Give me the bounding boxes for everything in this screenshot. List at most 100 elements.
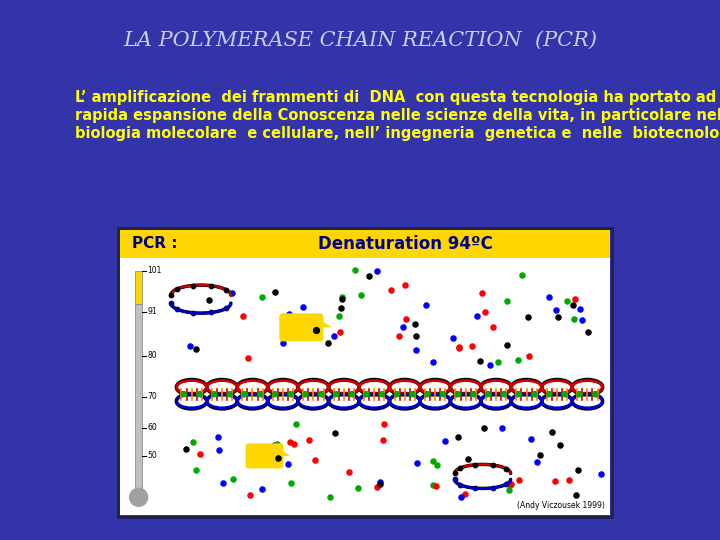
Point bbox=[449, 475, 460, 484]
Point bbox=[206, 308, 217, 317]
Point bbox=[282, 460, 293, 469]
Point bbox=[427, 358, 438, 367]
Point bbox=[397, 322, 409, 331]
Point bbox=[466, 342, 477, 350]
Point bbox=[454, 481, 466, 489]
Point bbox=[165, 299, 176, 307]
Point bbox=[501, 296, 513, 305]
Point bbox=[271, 454, 283, 462]
Point bbox=[374, 478, 386, 487]
Point bbox=[496, 424, 508, 433]
Point bbox=[186, 281, 198, 290]
Point bbox=[371, 267, 382, 275]
Circle shape bbox=[456, 392, 461, 397]
Text: rapida espansione della Conoscenza nelle scienze della vita, in particolare nell: rapida espansione della Conoscenza nelle… bbox=[75, 108, 720, 123]
Text: biologia molecolare  e cellulare, nell’ ingegneria  genetica e  nelle  biotecnol: biologia molecolare e cellulare, nell’ i… bbox=[75, 126, 720, 141]
Point bbox=[552, 312, 563, 321]
Point bbox=[487, 483, 498, 492]
Point bbox=[563, 476, 575, 484]
Bar bbox=[120, 230, 610, 258]
Point bbox=[459, 489, 471, 498]
Point bbox=[400, 314, 411, 323]
Bar bbox=[135, 303, 142, 489]
Point bbox=[410, 332, 422, 340]
Point bbox=[336, 293, 348, 302]
Point bbox=[570, 295, 581, 303]
Point bbox=[277, 339, 289, 348]
Point bbox=[245, 491, 256, 500]
Point bbox=[400, 280, 411, 289]
Point bbox=[171, 285, 183, 293]
Text: 70: 70 bbox=[147, 392, 157, 401]
Point bbox=[269, 288, 281, 296]
Point bbox=[297, 303, 309, 312]
Circle shape bbox=[333, 392, 338, 397]
Point bbox=[284, 309, 295, 318]
Text: 101: 101 bbox=[147, 266, 161, 275]
Point bbox=[355, 291, 366, 299]
Point bbox=[549, 477, 561, 485]
Point bbox=[427, 457, 438, 465]
Point bbox=[449, 469, 460, 478]
Point bbox=[554, 441, 565, 449]
Point bbox=[372, 483, 383, 491]
Circle shape bbox=[425, 392, 430, 397]
Point bbox=[476, 288, 487, 297]
Point bbox=[409, 320, 420, 328]
Point bbox=[526, 434, 537, 443]
Point bbox=[269, 441, 280, 449]
Point bbox=[393, 331, 405, 340]
Point bbox=[310, 326, 322, 335]
Point bbox=[546, 428, 557, 437]
Point bbox=[363, 272, 374, 280]
Point bbox=[550, 306, 562, 315]
Circle shape bbox=[441, 392, 445, 397]
Point bbox=[328, 332, 340, 340]
Point bbox=[504, 481, 516, 489]
Circle shape bbox=[562, 392, 567, 397]
Circle shape bbox=[395, 392, 400, 397]
Text: 60: 60 bbox=[147, 423, 157, 432]
Point bbox=[291, 420, 302, 428]
Point bbox=[428, 481, 439, 489]
Point bbox=[284, 437, 296, 446]
Polygon shape bbox=[281, 450, 291, 462]
Point bbox=[570, 491, 582, 500]
Point bbox=[471, 312, 482, 320]
Bar bbox=[135, 271, 142, 303]
Point bbox=[513, 476, 525, 484]
Circle shape bbox=[197, 392, 202, 397]
Point bbox=[454, 464, 466, 472]
Point bbox=[492, 358, 503, 367]
Point bbox=[531, 458, 543, 467]
Point bbox=[333, 312, 345, 321]
Circle shape bbox=[130, 488, 148, 507]
Point bbox=[228, 475, 239, 483]
Point bbox=[212, 433, 224, 442]
Point bbox=[242, 354, 253, 363]
Point bbox=[171, 305, 183, 313]
Circle shape bbox=[227, 392, 232, 397]
Bar bbox=[117, 227, 613, 518]
Point bbox=[220, 304, 232, 313]
Point bbox=[523, 352, 535, 360]
Point bbox=[534, 450, 546, 459]
Point bbox=[374, 480, 386, 488]
Circle shape bbox=[486, 392, 491, 397]
Point bbox=[329, 429, 341, 438]
Point bbox=[325, 493, 336, 502]
Point bbox=[576, 316, 588, 325]
Point bbox=[568, 314, 580, 323]
Point bbox=[462, 455, 474, 463]
Point bbox=[186, 308, 198, 317]
Point bbox=[337, 295, 348, 303]
Point bbox=[335, 303, 346, 312]
Point bbox=[572, 466, 583, 475]
Point bbox=[256, 293, 268, 301]
Point bbox=[289, 440, 300, 448]
Point bbox=[469, 461, 480, 469]
Point bbox=[188, 438, 199, 447]
Point bbox=[575, 305, 586, 313]
Circle shape bbox=[258, 392, 263, 397]
Point bbox=[190, 465, 202, 474]
